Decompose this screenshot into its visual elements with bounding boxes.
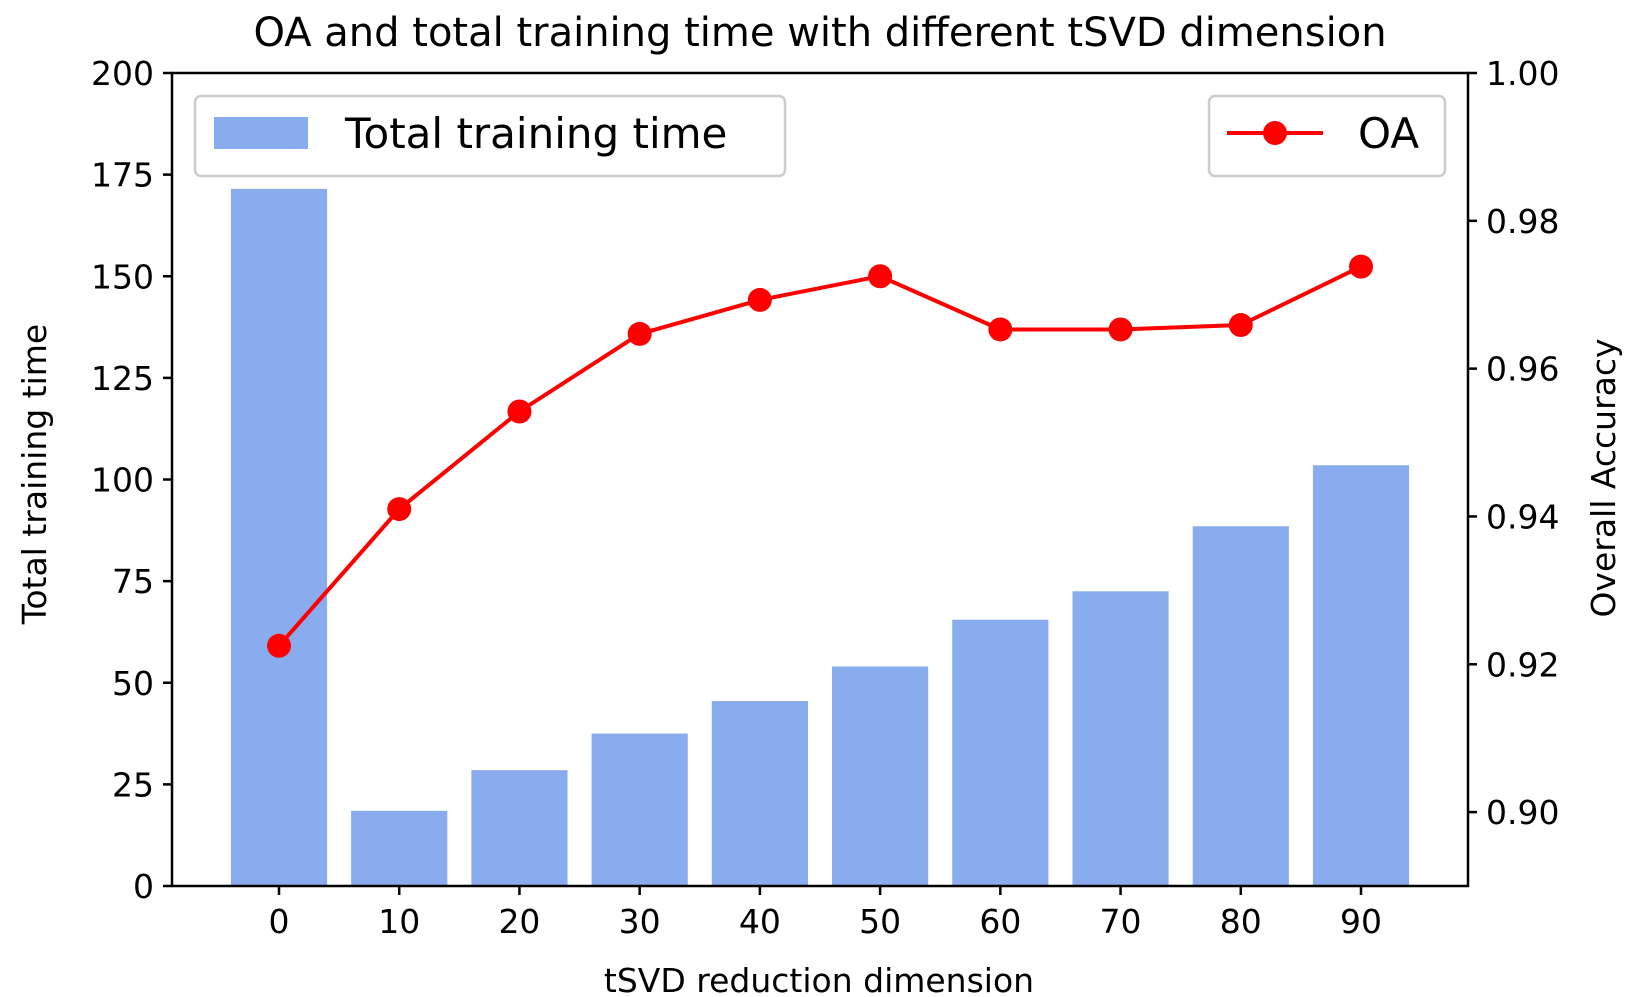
y-tick-label: 100 bbox=[91, 461, 154, 500]
bar-80 bbox=[1192, 526, 1289, 886]
bar-40 bbox=[711, 701, 808, 886]
oa-point-80 bbox=[1228, 313, 1253, 338]
bars-layer bbox=[230, 188, 1410, 887]
y-tick-label: 200 bbox=[91, 54, 154, 93]
y-axis-title: Total training time bbox=[15, 324, 54, 625]
x-tick-label: 10 bbox=[378, 902, 420, 941]
oa-line bbox=[277, 264, 1362, 648]
oa-point-40 bbox=[747, 287, 772, 312]
y2-tick-label: 0.98 bbox=[1486, 202, 1559, 241]
x-tick-label: 50 bbox=[859, 902, 901, 941]
y2-axis-title: Overall Accuracy bbox=[1584, 338, 1623, 617]
y-tick-label: 0 bbox=[133, 867, 154, 906]
x-tick-label: 90 bbox=[1340, 902, 1382, 941]
oa-point-10 bbox=[387, 497, 412, 522]
legend-oa-frame bbox=[1207, 94, 1447, 178]
bar-90 bbox=[1312, 465, 1410, 886]
legend-oa-label: OA bbox=[1358, 109, 1419, 158]
chart-title: OA and total training time with differen… bbox=[253, 10, 1386, 56]
oa-point-50 bbox=[868, 264, 893, 289]
legend-bars-swatch bbox=[214, 117, 308, 149]
x-tick-label: 60 bbox=[979, 902, 1021, 941]
y-tick-label: 75 bbox=[112, 562, 154, 601]
x-tick-label: 0 bbox=[268, 902, 289, 941]
right-axis: 0.90 0.92 0.94 0.96 0.98 1.00 bbox=[1468, 54, 1559, 832]
bar-60 bbox=[952, 619, 1049, 886]
oa-point-90 bbox=[1349, 254, 1374, 279]
left-axis: 0 25 50 75 100 125 150 175 200 bbox=[91, 54, 172, 906]
legend-oa-marker bbox=[1263, 121, 1287, 145]
legend-bars-frame bbox=[193, 94, 787, 178]
x-tick-label: 40 bbox=[739, 902, 781, 941]
y2-tick-label: 0.94 bbox=[1486, 497, 1559, 536]
oa-point-0 bbox=[266, 633, 291, 658]
oa-point-70 bbox=[1108, 317, 1133, 342]
y-tick-label: 50 bbox=[112, 664, 154, 703]
x-tick-label: 30 bbox=[619, 902, 661, 941]
x-tick-label: 80 bbox=[1220, 902, 1262, 941]
x-axis-title: tSVD reduction dimension bbox=[604, 961, 1034, 997]
oa-line-layer bbox=[266, 254, 1374, 658]
y-tick-label: 175 bbox=[91, 156, 154, 195]
x-tick-label: 20 bbox=[498, 902, 540, 941]
y2-tick-label: 0.96 bbox=[1486, 350, 1559, 389]
y2-tick-label: 0.90 bbox=[1486, 793, 1559, 832]
y-tick-label: 150 bbox=[91, 257, 154, 296]
bar-70 bbox=[1072, 591, 1169, 886]
bar-10 bbox=[351, 810, 448, 886]
bar-20 bbox=[471, 770, 568, 886]
y-tick-label: 125 bbox=[91, 359, 154, 398]
legend-bars: Total training time bbox=[193, 94, 787, 178]
bar-30 bbox=[591, 733, 688, 886]
bar-0 bbox=[230, 188, 328, 887]
x-axis: 0 10 20 30 40 50 60 70 80 90 bbox=[268, 886, 1382, 941]
x-tick-label: 70 bbox=[1100, 902, 1142, 941]
oa-point-20 bbox=[507, 399, 532, 424]
oa-point-30 bbox=[627, 321, 652, 346]
y2-tick-label: 1.00 bbox=[1486, 54, 1559, 93]
bar-50 bbox=[832, 666, 929, 886]
legend-bars-label: Total training time bbox=[344, 109, 727, 158]
y-tick-label: 25 bbox=[112, 765, 154, 804]
y2-tick-label: 0.92 bbox=[1486, 645, 1559, 684]
oa-point-60 bbox=[988, 317, 1013, 342]
legend-oa: OA bbox=[1207, 94, 1447, 178]
